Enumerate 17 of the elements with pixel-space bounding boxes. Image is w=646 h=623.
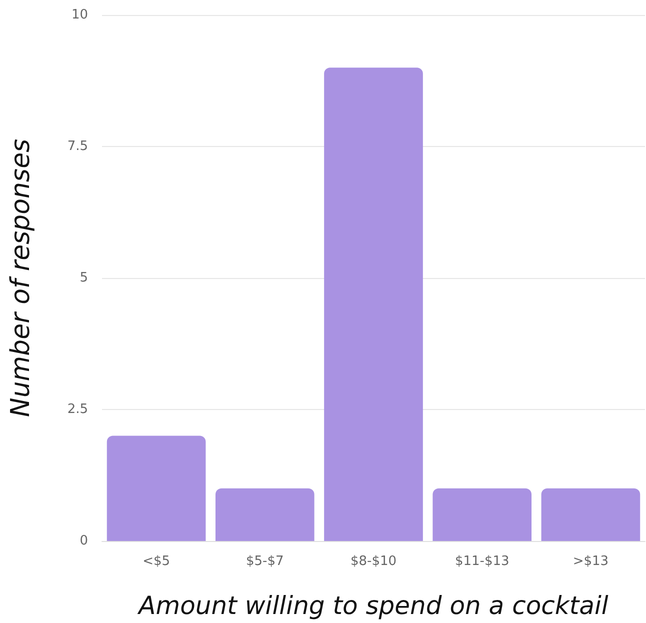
- x-tick-label: $5-$7: [246, 554, 284, 569]
- y-tick-label: 2.5: [67, 402, 88, 417]
- y-tick-label: 7.5: [67, 139, 88, 154]
- x-tick-label: $11-$13: [454, 554, 510, 569]
- x-tick-label: $8-$10: [350, 554, 397, 569]
- bar: [541, 488, 640, 541]
- bar: [215, 488, 314, 541]
- y-tick-label: 10: [71, 8, 88, 22]
- bar: [106, 436, 206, 541]
- y-tick-label: 5: [80, 270, 88, 286]
- bar: [432, 488, 532, 541]
- x-tick-label: >$13: [572, 554, 609, 569]
- y-tick-label: 0: [80, 534, 88, 548]
- x-tick-label: <$5: [142, 554, 170, 569]
- x-axis-title: Amount willing to spend on a cocktail: [136, 591, 608, 620]
- bar: [324, 68, 423, 541]
- y-axis-title: Number of responses: [6, 138, 36, 418]
